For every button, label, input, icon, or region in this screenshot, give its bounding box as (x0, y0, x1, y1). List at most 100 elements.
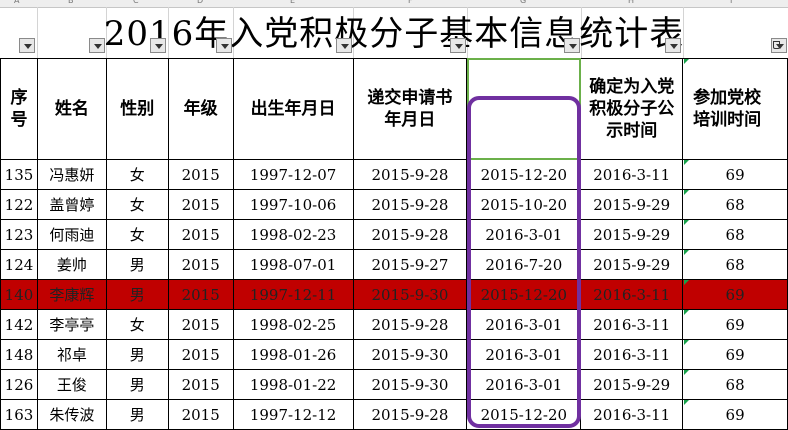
cell-gender[interactable]: 女 (105, 309, 169, 340)
cell-grade[interactable]: 2015 (167, 279, 234, 310)
col-letter-g[interactable]: G (520, 0, 527, 5)
cell-gender[interactable]: 男 (105, 279, 169, 310)
cell-date2[interactable]: 2016-7-20 (466, 249, 582, 280)
cell-id[interactable]: 122 (0, 189, 38, 220)
cell-gender[interactable]: 女 (105, 219, 169, 250)
cell-birth[interactable]: 1997-10-06 (232, 189, 354, 220)
cell-gender[interactable]: 男 (105, 399, 169, 430)
cell-birth[interactable]: 1998-07-01 (232, 249, 354, 280)
cell-training[interactable]: 69 (682, 279, 788, 310)
cell-name[interactable]: 盖曾婷 (36, 189, 107, 220)
cell-name[interactable]: 李康辉 (36, 279, 107, 310)
cell-grade[interactable]: 2015 (167, 159, 234, 190)
table-row[interactable]: 148 祁卓男 2015 1998-01-26 2015-9-30 2016-3-01 20… (0, 339, 788, 370)
cell-name[interactable]: 姜帅 (36, 249, 107, 280)
cell-id[interactable]: 124 (0, 249, 38, 280)
header-training[interactable]: 参加党校培训时间 (682, 58, 788, 160)
cell-id[interactable]: 163 (0, 399, 38, 430)
cell-apply[interactable]: 2015-9-30 (352, 279, 468, 310)
cell-gender[interactable]: 女 (105, 189, 169, 220)
header-confirm[interactable]: 确定为入党积极分子公示时间 (580, 58, 684, 160)
table-row[interactable]: 124 姜帅男 2015 1998-07-01 2015-9-27 2016-7-20 20… (0, 249, 788, 280)
cell-confirm[interactable]: 2016-3-11 (580, 159, 684, 190)
cell-confirm[interactable]: 2015-9-29 (580, 249, 684, 280)
header-name[interactable]: 姓名 (36, 58, 107, 160)
col-letter-a[interactable]: A (14, 0, 20, 5)
cell-confirm[interactable]: 2016-3-11 (580, 399, 684, 430)
cell-date2[interactable]: 2015-10-20 (466, 189, 582, 220)
cell-apply[interactable]: 2015-9-27 (352, 249, 468, 280)
cell-grade[interactable]: 2015 (167, 249, 234, 280)
cell-training[interactable]: 68 (682, 219, 788, 250)
cell-confirm[interactable]: 2016-3-11 (580, 309, 684, 340)
cell-date2[interactable]: 2016-3-01 (466, 219, 582, 250)
col-letter-h[interactable]: H (628, 0, 635, 5)
cell-gender[interactable]: 男 (105, 339, 169, 370)
header-apply[interactable]: 递交申请书年月日 (352, 58, 468, 160)
filter-button-grade[interactable] (216, 38, 232, 53)
cell-apply[interactable]: 2015-9-30 (352, 339, 468, 370)
cell-apply[interactable]: 2015-9-28 (352, 219, 468, 250)
cell-birth[interactable]: 1997-12-11 (232, 279, 354, 310)
cell-id[interactable]: 142 (0, 309, 38, 340)
cell-apply[interactable]: 2015-9-30 (352, 369, 468, 400)
cell-training[interactable]: 69 (682, 159, 788, 190)
cell-name[interactable]: 冯惠妍 (36, 159, 107, 190)
table-row[interactable]: 142 李亭亭女 2015 1998-02-25 2015-9-28 2016-3-01 2… (0, 309, 788, 340)
col-letter-c[interactable]: C (133, 0, 139, 5)
cell-name[interactable]: 祁卓 (36, 339, 107, 370)
cell-id[interactable]: 135 (0, 159, 38, 190)
cell-gender[interactable]: 女 (105, 159, 169, 190)
cell-training[interactable]: 69 (682, 339, 788, 370)
filter-button-blank[interactable] (564, 38, 580, 53)
filter-button-confirm[interactable] (665, 38, 681, 53)
table-row[interactable]: 140 李康辉男 2015 1997-12-11 2015-9-30 2015-12-20… (0, 279, 788, 310)
filter-button-gender[interactable] (150, 38, 166, 53)
cell-birth[interactable]: 1997-12-07 (232, 159, 354, 190)
col-letter-d[interactable]: D (197, 0, 204, 5)
header-seq[interactable]: 序号 (0, 58, 38, 160)
cell-training[interactable]: 68 (682, 189, 788, 220)
cell-id[interactable]: 123 (0, 219, 38, 250)
header-blank[interactable] (466, 58, 582, 160)
cell-confirm[interactable]: 2016-3-11 (580, 339, 684, 370)
cell-confirm[interactable]: 2015-9-29 (580, 369, 684, 400)
cell-name[interactable]: 王俊 (36, 369, 107, 400)
cell-id[interactable]: 148 (0, 339, 38, 370)
filter-button-name[interactable] (89, 38, 105, 53)
cell-id[interactable]: 140 (0, 279, 38, 310)
cell-name[interactable]: 李亭亭 (36, 309, 107, 340)
cell-training[interactable]: 68 (682, 369, 788, 400)
filter-button-seq[interactable] (19, 38, 35, 53)
cell-birth[interactable]: 1997-12-12 (232, 399, 354, 430)
cell-apply[interactable]: 2015-9-28 (352, 309, 468, 340)
cell-grade[interactable]: 2015 (167, 339, 234, 370)
table-row[interactable]: 122 盖曾婷女 2015 1997-10-06 2015-9-28 2015-10-20… (0, 189, 788, 220)
col-letter-i[interactable]: I (730, 0, 733, 5)
cell-name[interactable]: 何雨迪 (36, 219, 107, 250)
cell-apply[interactable]: 2015-9-28 (352, 399, 468, 430)
table-row[interactable]: 163 朱传波男 2015 1997-12-12 2015-9-28 2015-12-20… (0, 399, 788, 430)
table-row[interactable]: 126 王俊男 2015 1998-01-22 2015-9-30 2016-3-01 20… (0, 369, 788, 400)
col-letter-e[interactable]: E (290, 0, 296, 5)
cell-date2[interactable]: 2016-3-01 (466, 369, 582, 400)
cell-gender[interactable]: 男 (105, 369, 169, 400)
table-row[interactable]: 123 何雨迪女 2015 1998-02-23 2015-9-28 2016-3-01 2… (0, 219, 788, 250)
filter-button-birth[interactable] (336, 38, 352, 53)
cell-birth[interactable]: 1998-01-22 (232, 369, 354, 400)
cell-confirm[interactable]: 2015-9-29 (580, 189, 684, 220)
cell-training[interactable]: 69 (682, 399, 788, 430)
header-grade[interactable]: 年级 (167, 58, 234, 160)
cell-name[interactable]: 朱传波 (36, 399, 107, 430)
col-letter-f[interactable]: F (408, 0, 413, 5)
filter-active-icon[interactable] (771, 38, 787, 53)
cell-apply[interactable]: 2015-9-28 (352, 189, 468, 220)
cell-gender[interactable]: 男 (105, 249, 169, 280)
header-birth[interactable]: 出生年月日 (232, 58, 354, 160)
cell-training[interactable]: 68 (682, 249, 788, 280)
header-gender[interactable]: 性别 (105, 58, 169, 160)
cell-confirm[interactable]: 2016-3-11 (580, 279, 684, 310)
cell-grade[interactable]: 2015 (167, 309, 234, 340)
filter-button-apply[interactable] (450, 38, 466, 53)
cell-confirm[interactable]: 2015-9-29 (580, 219, 684, 250)
